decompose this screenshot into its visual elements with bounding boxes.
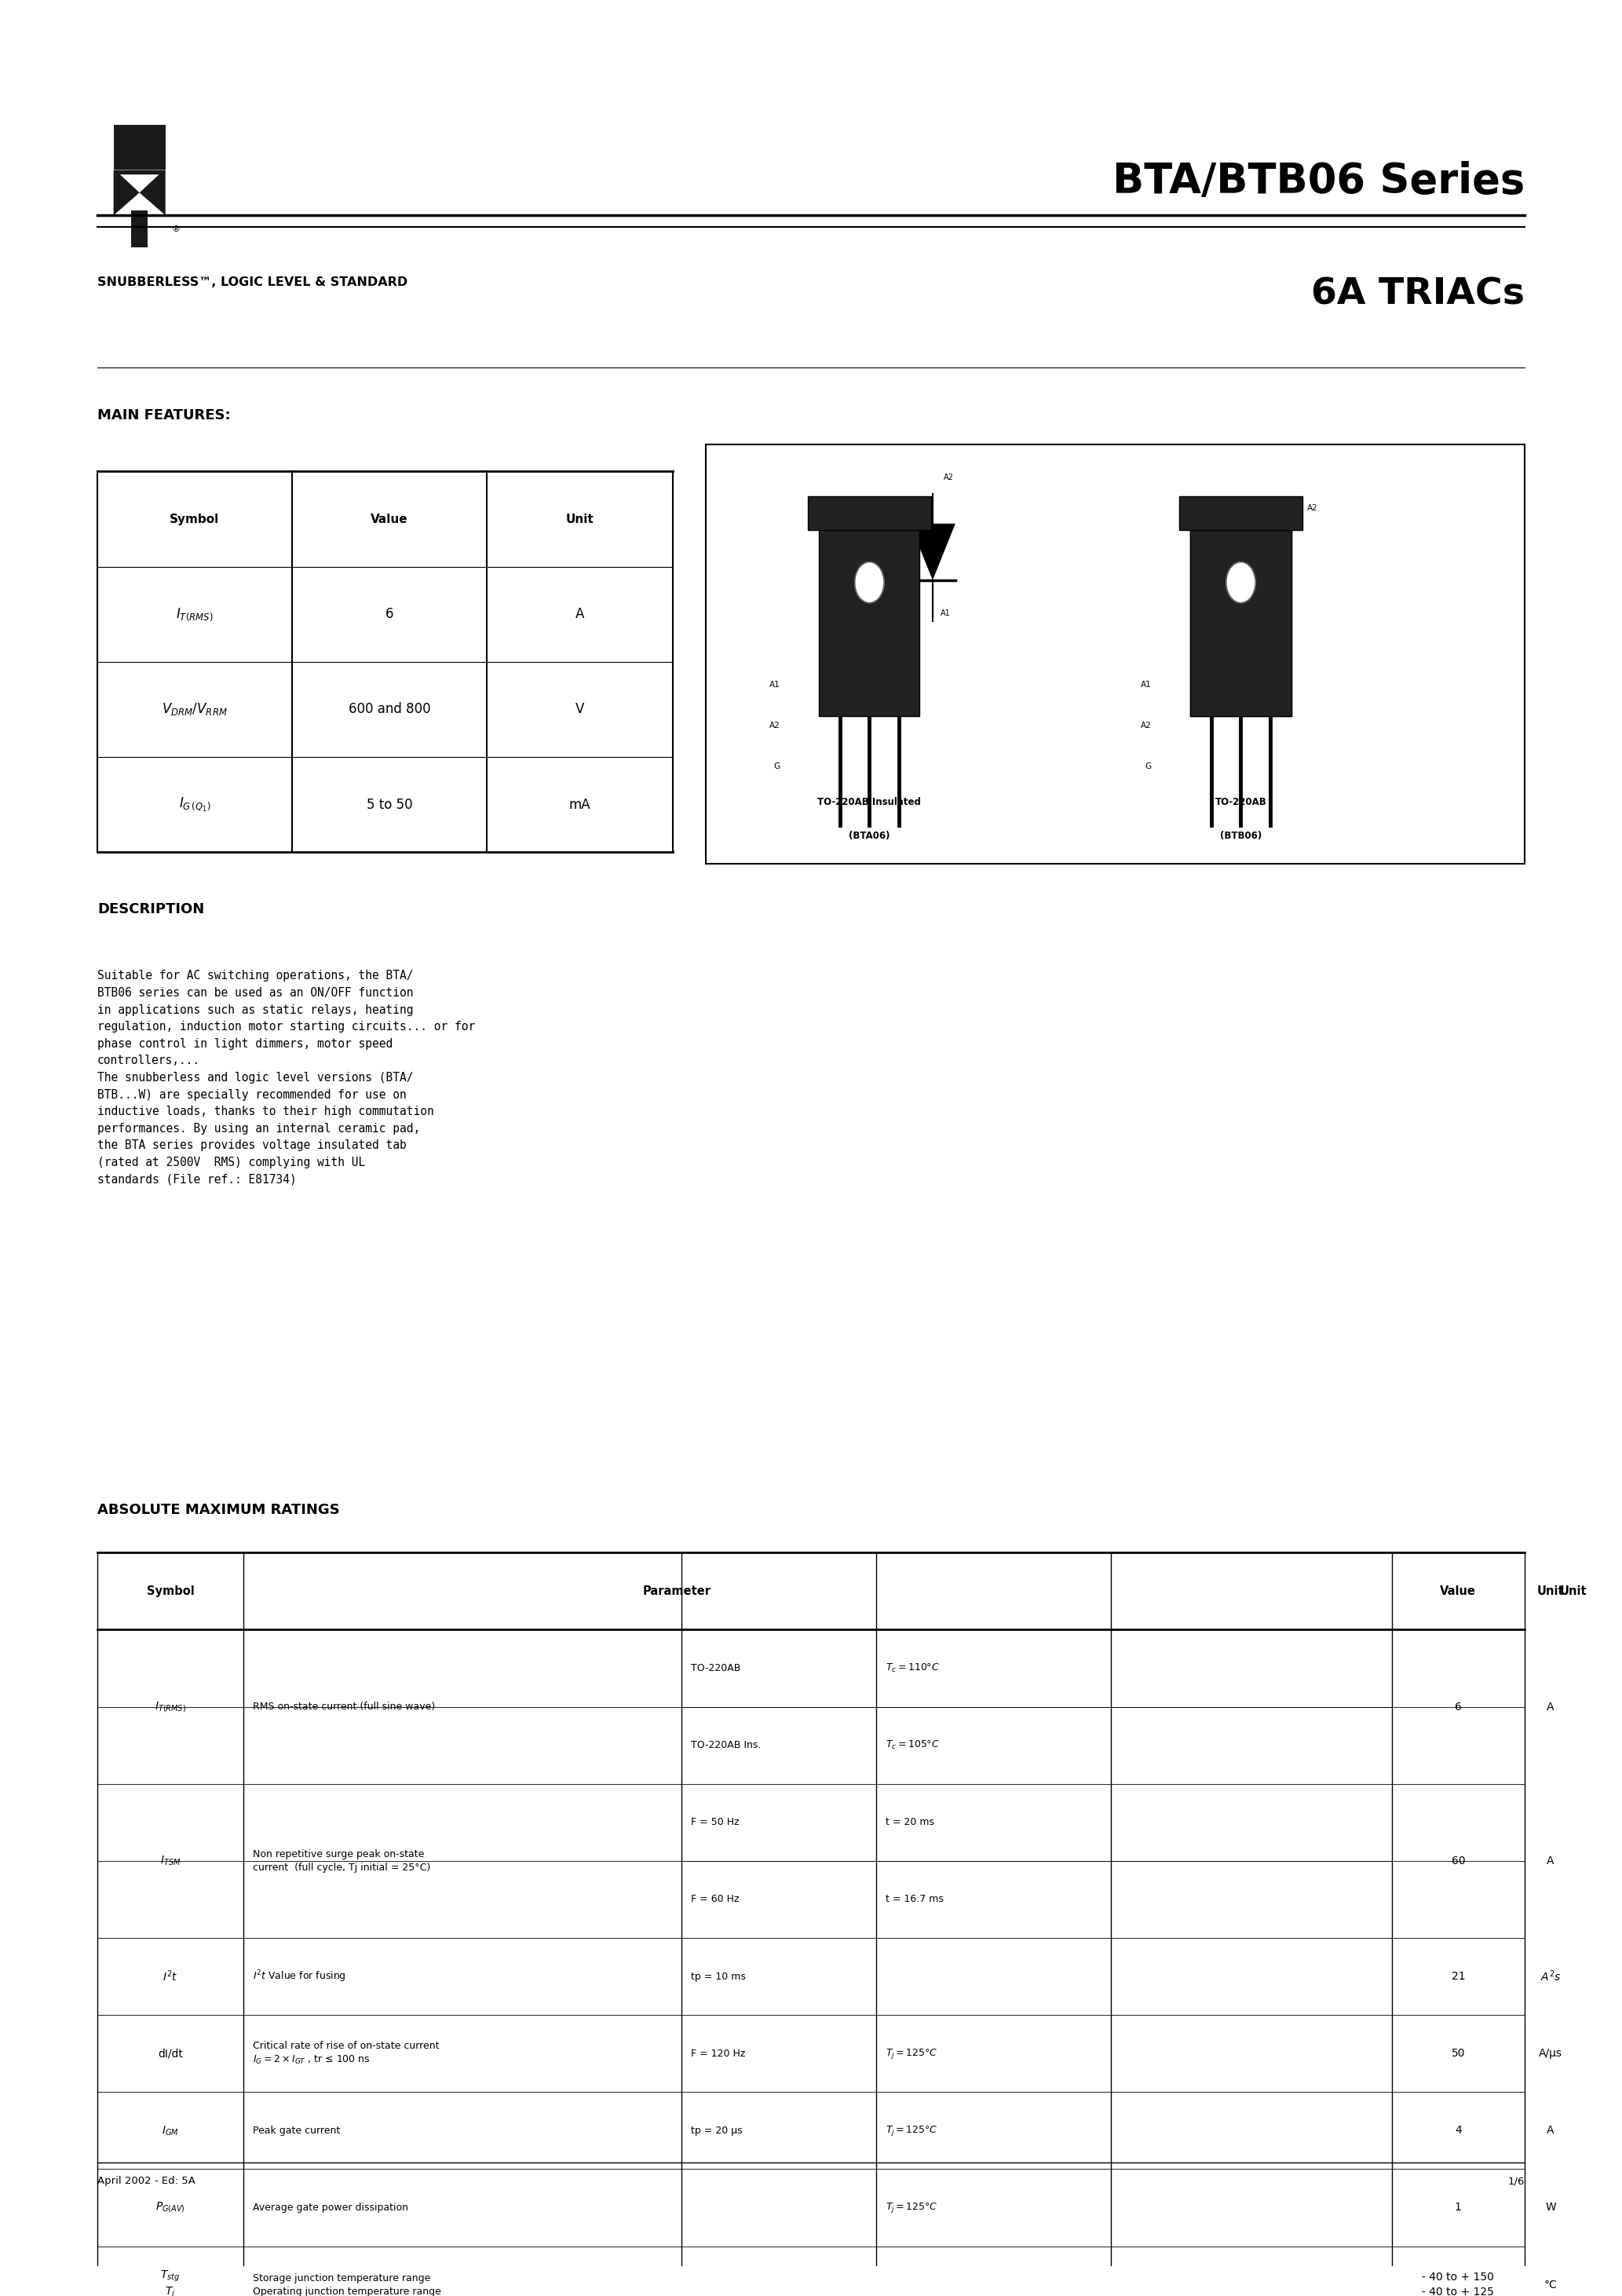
Text: V: V (576, 703, 584, 716)
Text: $I_{TSM}$: $I_{TSM}$ (161, 1855, 180, 1867)
Polygon shape (120, 174, 159, 193)
Circle shape (855, 563, 884, 604)
Text: A2: A2 (1140, 721, 1152, 730)
Text: - 40 to + 150
- 40 to + 125: - 40 to + 150 - 40 to + 125 (1422, 2271, 1494, 2296)
Text: W: W (1546, 2202, 1555, 2213)
Text: Value: Value (1440, 1584, 1476, 1598)
Text: mA: mA (569, 797, 590, 813)
Text: $P_{G(AV)}$: $P_{G(AV)}$ (156, 2200, 185, 2216)
Text: Suitable for AC switching operations, the BTA/
BTB06 series can be used as an ON: Suitable for AC switching operations, th… (97, 971, 475, 1185)
Text: MAIN FEATURES:: MAIN FEATURES: (97, 409, 230, 422)
Text: F = 120 Hz: F = 120 Hz (691, 2048, 746, 2060)
Text: $V_{DRM}/V_{RRM}$: $V_{DRM}/V_{RRM}$ (162, 703, 227, 716)
Text: $T_c = 110°C$: $T_c = 110°C$ (886, 1662, 939, 1674)
Text: SNUBBERLESS™, LOGIC LEVEL & STANDARD: SNUBBERLESS™, LOGIC LEVEL & STANDARD (97, 276, 407, 289)
Text: ®: ® (172, 225, 180, 234)
Text: Peak gate current: Peak gate current (253, 2126, 341, 2135)
Text: dI/dt: dI/dt (157, 2048, 183, 2060)
Text: $T_j = 125°C$: $T_j = 125°C$ (886, 2124, 938, 2138)
Text: 60: 60 (1452, 1855, 1465, 1867)
Text: F = 50 Hz: F = 50 Hz (691, 1816, 740, 1828)
Text: Value: Value (370, 512, 409, 526)
Text: BTA/BTB06 Series: BTA/BTB06 Series (1113, 161, 1525, 202)
Text: 6A TRIACs: 6A TRIACs (1311, 276, 1525, 312)
Text: Unit: Unit (1538, 1584, 1564, 1598)
Text: $I^2t$: $I^2t$ (162, 1970, 178, 1984)
Text: G: G (1145, 762, 1152, 769)
Text: (BTB06): (BTB06) (1220, 831, 1262, 840)
Text: Critical rate of rise of on-state current
$I_G = 2 \times I_{GT}$ , tr ≤ 100 ns: Critical rate of rise of on-state curren… (253, 2041, 440, 2066)
Text: RMS on-state current (full sine wave): RMS on-state current (full sine wave) (253, 1701, 435, 1713)
Circle shape (1226, 563, 1255, 604)
Text: 5 to 50: 5 to 50 (367, 797, 412, 813)
Bar (1191, 530, 1291, 716)
Text: Unit: Unit (1560, 1584, 1586, 1598)
Text: 21: 21 (1452, 1970, 1465, 1981)
Text: TO-220AB: TO-220AB (1215, 797, 1267, 806)
Text: 4: 4 (1455, 2126, 1461, 2135)
Text: tp = 20 μs: tp = 20 μs (691, 2126, 743, 2135)
Text: t = 16.7 ms: t = 16.7 ms (886, 1894, 944, 1903)
Text: $T_j = 125°C$: $T_j = 125°C$ (886, 2046, 938, 2060)
Text: ABSOLUTE MAXIMUM RATINGS: ABSOLUTE MAXIMUM RATINGS (97, 1502, 339, 1518)
Text: G: G (774, 762, 780, 769)
Text: April 2002 - Ed: 5A: April 2002 - Ed: 5A (97, 2177, 195, 2186)
Text: A1: A1 (1140, 680, 1152, 689)
Text: $I_{T(RMS)}$: $I_{T(RMS)}$ (175, 606, 214, 622)
Bar (706, 443, 1525, 863)
Text: A: A (1547, 1701, 1554, 1713)
Text: $I_{G\,(Q_1)}$: $I_{G\,(Q_1)}$ (178, 797, 211, 813)
Text: $T_{stg}$
$T_j$: $T_{stg}$ $T_j$ (161, 2268, 180, 2296)
Text: TO-220AB Insulated: TO-220AB Insulated (817, 797, 921, 806)
Text: DESCRIPTION: DESCRIPTION (97, 902, 204, 916)
Text: t = 20 ms: t = 20 ms (886, 1816, 934, 1828)
Text: 50: 50 (1452, 2048, 1465, 2060)
Text: Non repetitive surge peak on-state
current  (full cycle, Tj initial = 25°C): Non repetitive surge peak on-state curre… (253, 1848, 431, 1874)
Text: $T_j = 125°C$: $T_j = 125°C$ (886, 2202, 938, 2213)
Text: $I^2t$ Value for fusing: $I^2t$ Value for fusing (253, 1968, 347, 1984)
Text: G: G (879, 563, 886, 572)
Text: A2: A2 (1307, 503, 1319, 512)
Text: A: A (1547, 2126, 1554, 2135)
Text: A1: A1 (941, 611, 950, 618)
Text: tp = 10 ms: tp = 10 ms (691, 1972, 746, 1981)
Text: A: A (1547, 1855, 1554, 1867)
Text: $T_c = 105°C$: $T_c = 105°C$ (886, 1740, 939, 1752)
Text: A2: A2 (944, 473, 954, 482)
Text: Storage junction temperature range
Operating junction temperature range: Storage junction temperature range Opera… (253, 2273, 441, 2296)
Bar (114, 124, 165, 170)
Bar (1179, 496, 1302, 530)
Text: 6: 6 (1455, 1701, 1461, 1713)
Text: Symbol: Symbol (170, 512, 219, 526)
Text: TO-220AB Ins.: TO-220AB Ins. (691, 1740, 761, 1750)
Text: 1/6: 1/6 (1508, 2177, 1525, 2186)
Text: A2: A2 (769, 721, 780, 730)
Text: Parameter: Parameter (642, 1584, 712, 1598)
Text: TO-220AB: TO-220AB (691, 1662, 741, 1674)
Bar (131, 211, 148, 248)
Text: (BTA06): (BTA06) (848, 831, 890, 840)
Text: A: A (576, 606, 584, 622)
Text: A1: A1 (769, 680, 780, 689)
Text: 6: 6 (384, 606, 394, 622)
Polygon shape (114, 170, 165, 216)
Text: 1: 1 (1455, 2202, 1461, 2213)
Text: Average gate power dissipation: Average gate power dissipation (253, 2202, 409, 2213)
Text: Symbol: Symbol (146, 1584, 195, 1598)
Text: F = 60 Hz: F = 60 Hz (691, 1894, 740, 1903)
Text: $I_{T(RMS)}$: $I_{T(RMS)}$ (154, 1699, 187, 1713)
Text: Unit: Unit (566, 512, 594, 526)
Polygon shape (910, 523, 955, 581)
Text: $I_{GM}$: $I_{GM}$ (162, 2124, 178, 2138)
Bar (819, 530, 920, 716)
Bar (808, 496, 931, 530)
Text: A/μs: A/μs (1539, 2048, 1562, 2060)
Text: 600 and 800: 600 and 800 (349, 703, 430, 716)
Text: °C: °C (1544, 2280, 1557, 2289)
Text: $A^2s$: $A^2s$ (1541, 1970, 1560, 1984)
